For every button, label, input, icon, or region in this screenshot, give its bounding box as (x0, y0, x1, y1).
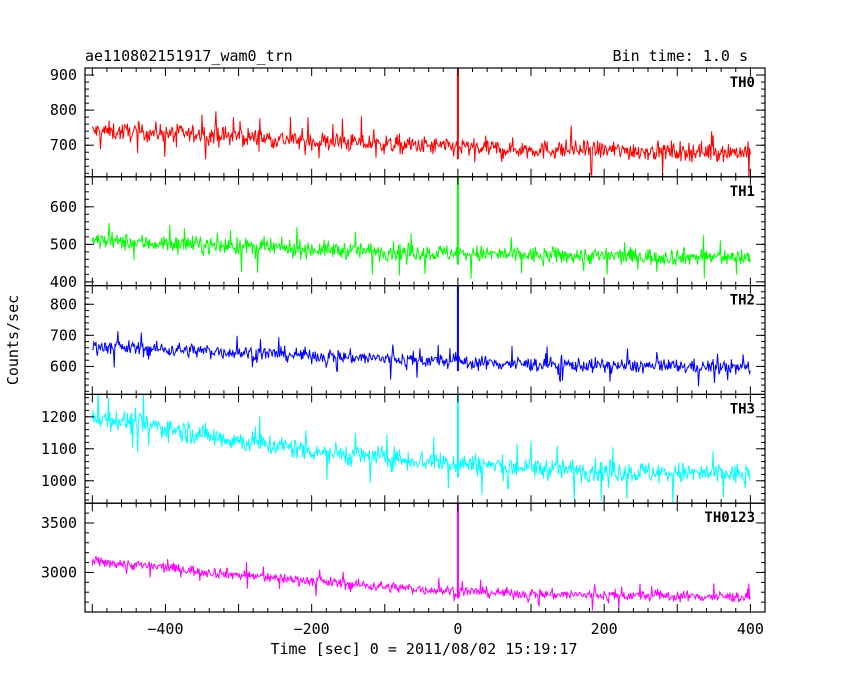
x-tick-label: 0 (453, 620, 462, 638)
y-tick-label: 700 (50, 326, 77, 344)
series-line-th0123 (91, 555, 751, 611)
panel-th2: 600 700 800 TH2 (50, 285, 766, 396)
y-tick-label: 400 (50, 273, 77, 291)
bin-time-label: Bin time: 1.0 s (613, 47, 748, 65)
x-axis: −400 −200 0 200 400 (147, 620, 764, 638)
panel-th1: 400 500 600 TH1 (50, 176, 766, 291)
panel-frame (84, 393, 766, 504)
y-tick-label: 3500 (41, 514, 77, 532)
y-tick-label: 3000 (41, 563, 77, 581)
y-tick-label: 1000 (41, 472, 77, 490)
panel-label-th1: TH1 (730, 184, 755, 200)
y-tick-label: 600 (50, 357, 77, 375)
panel-th3: 1000 1100 1200 TH3 (41, 393, 766, 504)
y-tick-label: 1200 (41, 408, 77, 426)
y-tick-label: 700 (50, 136, 77, 154)
panel-frame (84, 285, 766, 396)
x-tick-label: −200 (294, 620, 330, 638)
panel-label-th0123: TH0123 (704, 510, 755, 526)
series-line-th2 (92, 331, 751, 387)
panel-th0123: 3000 3500 TH0123 (41, 502, 766, 613)
panel-label-th2: TH2 (730, 293, 755, 309)
series-line-th1 (91, 222, 751, 279)
series-line-th0 (91, 111, 751, 177)
x-axis-label: Time [sec] 0 = 2011/08/02 15:19:17 (270, 640, 577, 658)
y-tick-label: 800 (50, 295, 77, 313)
y-tick-label: 800 (50, 101, 77, 119)
panel-frame (84, 502, 766, 613)
x-tick-label: 200 (591, 620, 618, 638)
y-tick-label: 500 (50, 235, 77, 253)
panels: 700 800 900 TH0 400 500 600 TH1 600 700 800 TH2 1000… (41, 66, 766, 613)
x-tick-label: −400 (147, 620, 183, 638)
y-tick-label: 600 (50, 198, 77, 216)
series-line-th3 (91, 394, 751, 504)
chart-title: ae110802151917_wam0_trn (85, 47, 293, 65)
y-tick-label: 1100 (41, 440, 77, 458)
y-axis-label: Counts/sec (4, 295, 22, 385)
x-tick-label: 400 (737, 620, 764, 638)
panel-label-th3: TH3 (730, 401, 755, 417)
panel-label-th0: TH0 (730, 75, 755, 91)
panel-th0: 700 800 900 TH0 (50, 66, 766, 178)
y-tick-label: 900 (50, 66, 77, 84)
